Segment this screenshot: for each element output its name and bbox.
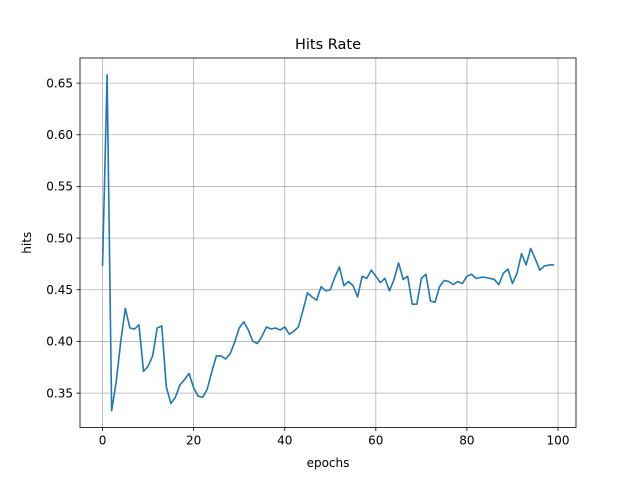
y-tick-label: 0.40 — [46, 335, 73, 349]
y-tick-label: 0.35 — [46, 386, 73, 400]
series-group — [101, 74, 555, 412]
grid-lines — [80, 58, 576, 428]
series-line — [101, 74, 555, 412]
x-tick-label: 0 — [99, 434, 107, 448]
x-axis-label: epochs — [307, 456, 350, 470]
y-tick-label: 0.55 — [46, 180, 73, 194]
x-tick-label: 20 — [186, 434, 201, 448]
y-axis-label: hits — [20, 232, 34, 254]
y-tick-label: 0.65 — [46, 76, 73, 90]
chart-title: Hits Rate — [295, 37, 361, 53]
plot-frame — [79, 57, 577, 428]
x-tick-label: 60 — [368, 434, 383, 448]
x-tick-label: 100 — [547, 434, 570, 448]
x-axis: 0 20 40 60 80 100 — [99, 427, 570, 448]
y-axis: 0.35 0.40 0.45 0.50 0.55 0.60 0.65 — [46, 76, 80, 400]
y-tick-label: 0.45 — [46, 283, 73, 297]
y-tick-label: 0.60 — [46, 128, 73, 142]
y-tick-label: 0.50 — [46, 231, 73, 245]
x-tick-label: 40 — [277, 434, 292, 448]
x-tick-label: 80 — [459, 434, 474, 448]
